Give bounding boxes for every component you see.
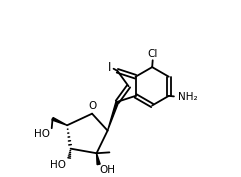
Polygon shape	[52, 118, 67, 125]
Text: Cl: Cl	[148, 49, 158, 59]
Text: HO: HO	[34, 129, 50, 139]
Text: OH: OH	[100, 165, 116, 175]
Text: HO: HO	[50, 160, 66, 170]
Polygon shape	[107, 101, 119, 131]
Text: O: O	[89, 101, 97, 111]
Polygon shape	[97, 153, 100, 165]
Text: NH₂: NH₂	[178, 92, 198, 102]
Text: I: I	[108, 61, 111, 74]
